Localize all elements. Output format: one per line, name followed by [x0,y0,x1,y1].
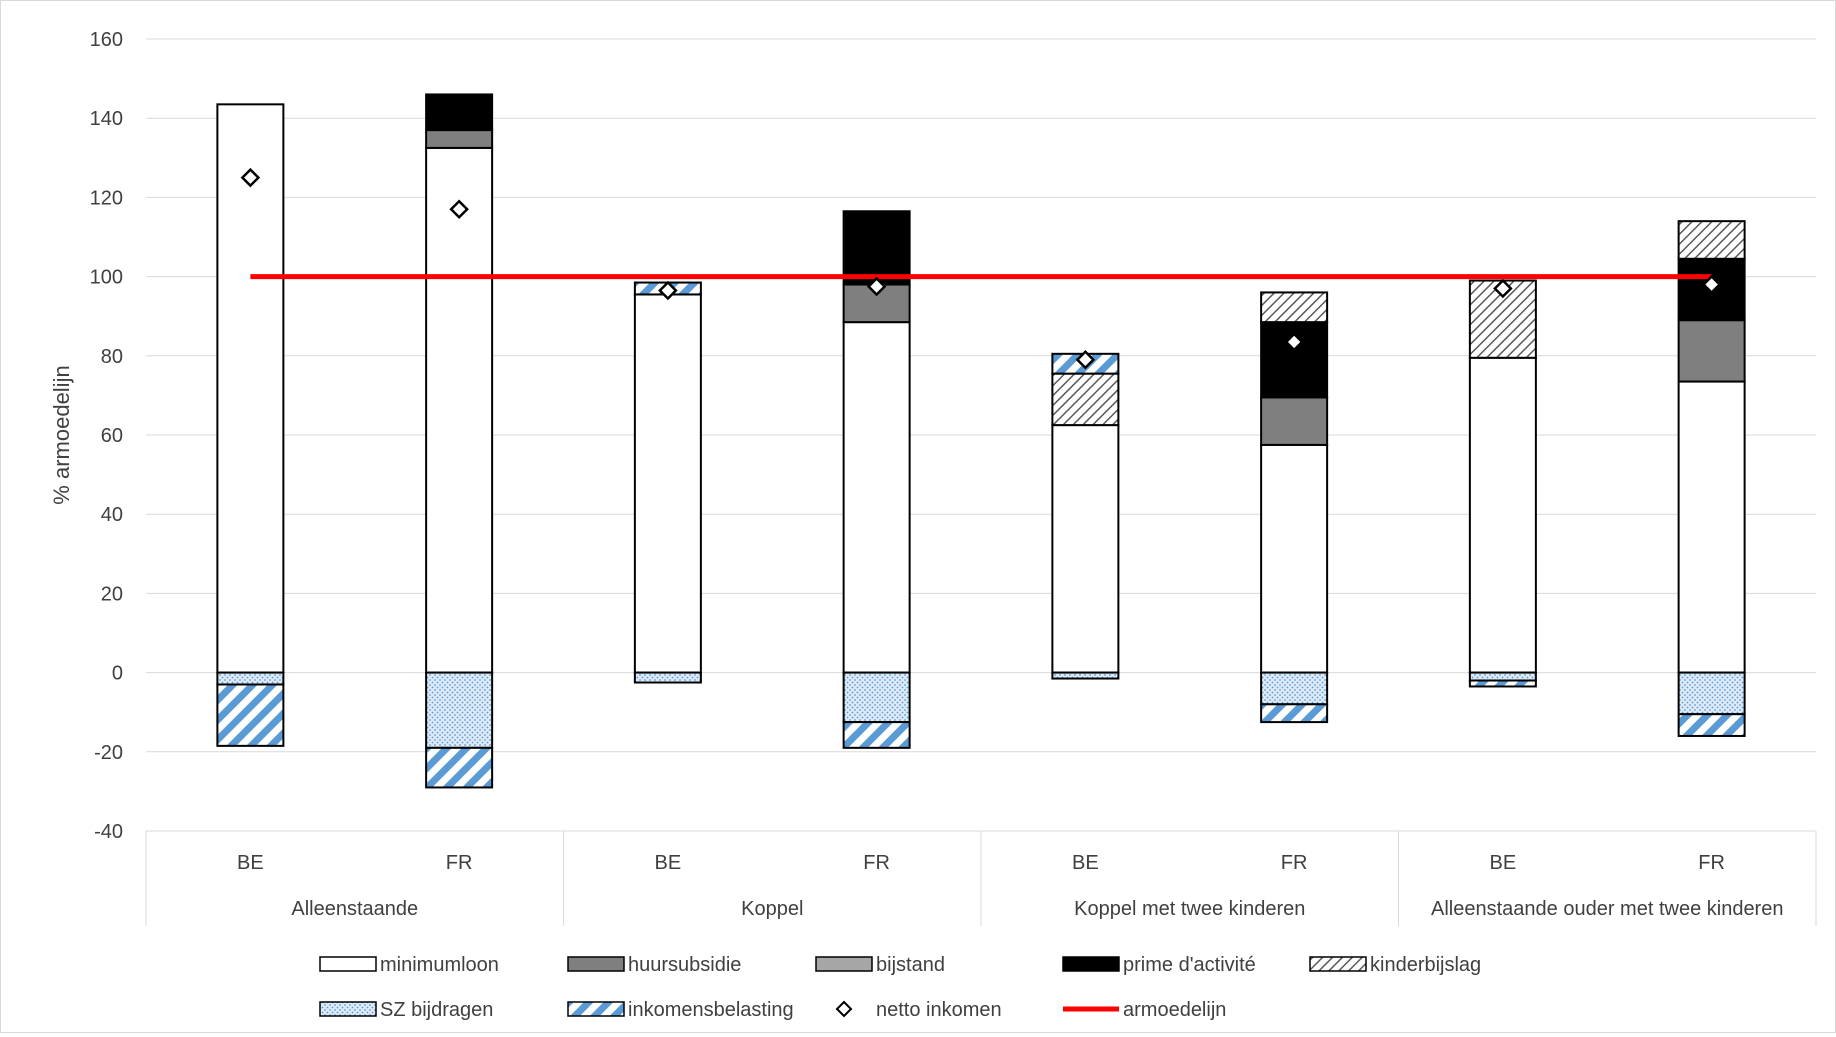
bar-segment-sz-bijdragen [1260,671,1329,706]
legend-swatch [1062,956,1120,972]
x-tick-label: BE [1490,852,1517,874]
legend-label: armoedelijn [1123,999,1226,1021]
legend: minimumloon huursubsidie bijstand prime d'a… [319,954,1481,1021]
netto-inkomen-marker [1075,349,1096,370]
bar-segment-inkomensbelasting [1260,703,1329,724]
legend-label: SZ bijdragen [380,999,493,1021]
legend-swatch [319,1001,377,1017]
bar-segment-inkomensbelasting [425,746,494,789]
y-axis-title: % armoedelijn [49,365,74,504]
bar-segment-minimumloon [1468,356,1537,674]
bar-segment-sz-bijdragen [1051,671,1120,680]
netto-inkomen-marker [1701,274,1722,295]
x-tick-label: FR [1698,852,1725,874]
bars [216,93,1746,789]
netto-inkomen-marker [658,280,678,301]
y-tick-label: 60 [101,425,123,447]
y-tick-label: 160 [90,29,123,51]
bar-segment-huursubsidie [425,129,494,149]
bar-segment-prime-d-activit- [425,93,494,132]
netto-inkomen-marker [240,167,261,188]
bar-segment-sz-bijdragen [842,671,911,724]
group-label: Koppel met twee kinderen [1074,898,1305,920]
group-label: Alleenstaande [291,898,418,920]
bar-segment-minimumloon [1260,443,1329,674]
x-tick-label: FR [1281,852,1308,874]
bar-segment-kinderbijslag [1677,220,1746,260]
legend-label: kinderbijslag [1370,954,1481,976]
bar-segment-minimumloon [633,293,702,674]
netto-inkomen-marker [449,199,469,220]
y-tick-label: 120 [90,187,123,209]
bar-segment-minimumloon [425,146,494,674]
legend-label: inkomensbelasting [628,999,794,1021]
x-tick-label: BE [655,852,682,874]
bar-segment-inkomensbelasting [842,721,911,749]
legend-label: minimumloon [380,954,499,976]
legend-swatch [567,1001,625,1017]
group-label: Alleenstaande ouder met twee kinderen [1431,898,1783,920]
bar-segment-kinderbijslag [1051,372,1120,427]
bar-segment-sz-bijdragen [216,671,285,686]
legend-swatch [567,956,625,972]
x-tick-label: BE [1072,852,1099,874]
bar-segment-inkomensbelasting [216,683,285,747]
y-tick-label: 0 [112,663,123,685]
legend-swatch [1309,956,1367,972]
axes: 160 140 120 100 80 60 40 20 0 -20 -40 % armoedelijn… [49,29,1817,926]
y-tick-label: 140 [90,108,123,130]
x-tick-label: FR [446,852,473,874]
netto-inkomen-marker [1493,278,1513,299]
bar-segment-huursubsidie [1260,396,1329,446]
legend-swatch [319,956,377,972]
y-tick-label: 40 [101,504,123,526]
bar-segment-sz-bijdragen [425,671,494,749]
legend-label: bijstand [876,954,945,976]
bar-segment-huursubsidie [1677,319,1746,383]
y-tick-label: 20 [101,583,123,605]
bar-segment-sz-bijdragen [633,671,702,684]
y-tick-label: -40 [94,821,123,843]
legend-label: huursubsidie [628,954,741,976]
bar-segment-minimumloon [1051,424,1120,674]
netto-inkomen-marker [1284,332,1304,352]
x-tick-label: FR [863,852,890,874]
bar-segment-minimumloon [842,321,911,674]
x-tick-label: BE [237,852,264,874]
gridlines [146,38,1816,832]
bar-segment-minimumloon [216,103,285,674]
bar-segment-kinderbijslag [1260,291,1329,324]
markers-layer [240,167,1722,370]
bar-segment-sz-bijdragen [1468,671,1537,682]
legend-swatch [815,956,873,972]
legend-label: netto inkomen [876,999,1002,1021]
bar-segment-sz-bijdragen [1677,671,1746,716]
bar-segment-inkomensbelasting [1468,679,1537,688]
bar-segment-inkomensbelasting [1677,713,1746,737]
bar-segment-prime-d-activit- [842,210,911,286]
y-tick-label: -20 [94,742,123,764]
group-label: Koppel [741,898,803,920]
netto-inkomen-marker [866,276,887,297]
legend-label: prime d'activité [1123,954,1256,976]
legend-swatch [835,1000,853,1018]
y-tick-label: 80 [101,346,123,368]
y-tick-label: 100 [90,267,123,289]
bar-segment-minimumloon [1677,380,1746,674]
